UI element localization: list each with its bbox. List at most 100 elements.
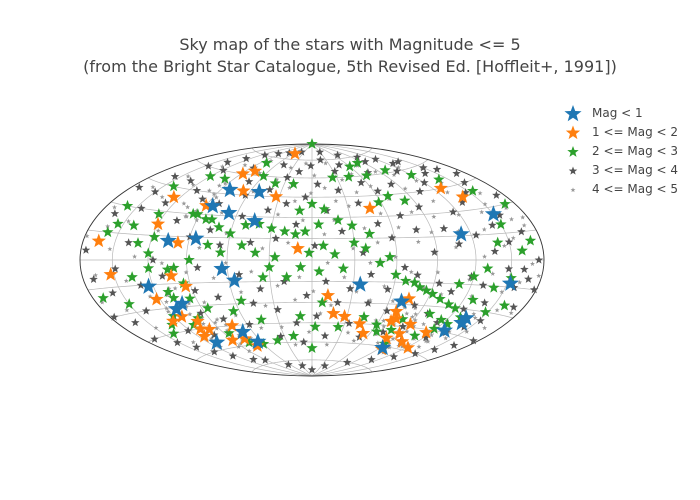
legend-label-mag-3-4: 3 <= Mag < 4 (592, 163, 679, 177)
star-point (356, 178, 366, 187)
star-point (384, 251, 396, 262)
star-point (258, 325, 264, 331)
star-point (482, 325, 488, 331)
star-point (448, 207, 458, 216)
star-point (220, 203, 238, 221)
star-point (312, 311, 321, 320)
star-point (211, 275, 217, 281)
legend-label-mag-2-3: 2 <= Mag < 3 (592, 144, 679, 158)
star-point (310, 241, 320, 250)
star-point (360, 169, 373, 181)
star-point (339, 177, 345, 182)
star-point (421, 284, 427, 290)
star-point (316, 155, 325, 164)
star-point (306, 161, 316, 170)
star-point (449, 340, 459, 349)
star-point (306, 197, 318, 209)
star-point (112, 217, 124, 229)
star-point (268, 189, 284, 203)
star-point (449, 302, 461, 314)
star-point (426, 287, 439, 299)
star-point (148, 231, 161, 242)
star-point (214, 325, 220, 331)
star-point (93, 272, 99, 278)
star-point (378, 327, 388, 336)
star-point (223, 322, 229, 327)
star-point (520, 264, 529, 274)
star-point (494, 307, 500, 313)
star-point (355, 332, 364, 341)
star-point (265, 222, 278, 234)
star-point (344, 160, 356, 172)
star-point (390, 336, 396, 341)
star-point (102, 226, 114, 238)
star-point (235, 294, 247, 306)
star-point (388, 158, 398, 168)
star-point (366, 270, 376, 279)
star-point (435, 269, 441, 275)
star-point (413, 311, 419, 317)
legend-label-mag-4-5: 4 <= Mag < 5 (592, 182, 679, 196)
star-point (517, 227, 526, 236)
star-point (410, 300, 419, 309)
star-point (187, 207, 199, 219)
star-point (452, 169, 461, 178)
star-point (225, 332, 240, 347)
star-point (219, 172, 231, 184)
star-point (392, 166, 402, 175)
star-point (192, 186, 202, 195)
star-point (333, 198, 339, 204)
star-point (334, 160, 344, 169)
star-point (294, 167, 304, 176)
star-point (303, 160, 309, 166)
star-point (269, 177, 282, 189)
star-point (137, 203, 146, 212)
star-point (132, 237, 144, 248)
star-point (332, 214, 344, 226)
star-point (510, 235, 516, 241)
star-point (249, 246, 261, 258)
star-point (187, 229, 205, 246)
star-point (213, 259, 231, 277)
star-point (183, 269, 189, 275)
legend-star-icon (565, 125, 581, 140)
star-point (287, 146, 303, 160)
star-point (283, 173, 292, 182)
star-point (373, 219, 383, 228)
star-point (415, 187, 425, 196)
star-point (326, 171, 339, 183)
star-point (219, 314, 228, 323)
star-point (235, 166, 251, 180)
star-point (265, 185, 275, 194)
star-point (466, 184, 479, 196)
star-point (395, 334, 410, 348)
star-point (424, 307, 436, 319)
star-point (350, 245, 356, 251)
star-point (166, 189, 182, 204)
star-point (477, 190, 483, 196)
legend-star-icon (567, 146, 579, 157)
star-point (240, 219, 252, 230)
star-point (222, 180, 228, 186)
star-point (481, 226, 487, 232)
star-point (337, 226, 347, 236)
star-point (206, 188, 212, 193)
star-point (536, 273, 542, 279)
star-point (202, 302, 214, 314)
star-point (443, 298, 455, 310)
star-point (414, 202, 424, 211)
star-point (516, 244, 528, 256)
legend-star-icon (564, 105, 582, 122)
star-point (322, 206, 332, 215)
star-point (415, 239, 421, 244)
star-point (329, 248, 341, 260)
star-point (430, 198, 436, 204)
star-point (373, 317, 379, 323)
star-point (150, 334, 159, 343)
star-point (173, 294, 191, 312)
star-point (332, 321, 344, 332)
star-point (196, 245, 202, 250)
star-point (200, 321, 206, 326)
star-point (89, 274, 98, 283)
star-point (249, 354, 258, 364)
